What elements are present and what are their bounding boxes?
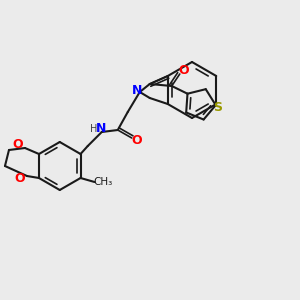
Text: O: O	[131, 134, 142, 146]
Text: CH₃: CH₃	[93, 177, 112, 187]
Text: H: H	[90, 124, 98, 134]
Text: O: O	[15, 172, 25, 184]
Text: S: S	[213, 100, 222, 114]
Text: O: O	[178, 64, 189, 76]
Text: N: N	[96, 122, 106, 136]
Text: N: N	[132, 83, 142, 97]
Text: O: O	[13, 139, 23, 152]
